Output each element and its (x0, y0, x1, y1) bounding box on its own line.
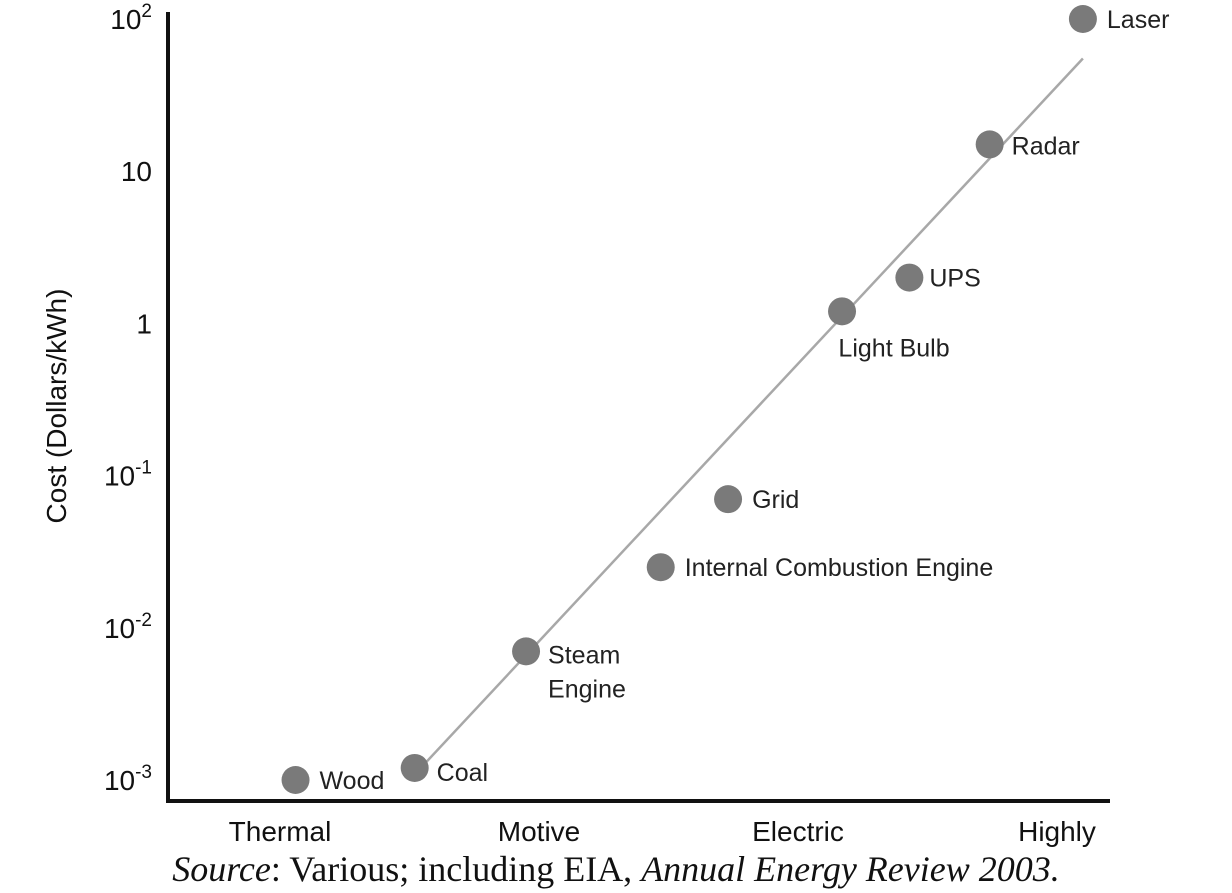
y-tick-label: 10-2 (104, 610, 152, 644)
y-tick-label: 102 (110, 1, 152, 35)
data-point (400, 753, 429, 782)
data-point (512, 637, 541, 666)
x-category-label: Motive (498, 816, 580, 847)
data-point-label: UPS (929, 265, 980, 293)
data-point-label: Grid (752, 486, 799, 514)
data-point-label: Coal (437, 759, 488, 787)
source-title: Annual Energy Review 2003. (641, 849, 1060, 889)
data-point-label: Laser (1107, 6, 1170, 34)
data-point (895, 263, 924, 292)
x-category-label: Highly (1018, 816, 1096, 847)
y-tick-label: 10-1 (104, 458, 152, 492)
data-point (828, 297, 857, 326)
data-point-label: Steam Engine (548, 641, 626, 703)
data-point (646, 553, 675, 582)
data-point-label: Radar (1012, 132, 1080, 160)
data-point-label: Light Bulb (838, 334, 949, 362)
source-note: Source: Various; including EIA, Annual E… (0, 848, 1232, 890)
x-category-label: Thermal (229, 816, 332, 847)
data-point (975, 130, 1004, 159)
data-point (1068, 5, 1097, 33)
x-category-label: Electric (752, 816, 844, 847)
data-point-label: Internal Combustion Engine (685, 554, 994, 582)
source-label: Source (172, 849, 271, 889)
data-point-label: Wood (320, 767, 385, 795)
y-tick-label: 10 (121, 156, 152, 187)
source-text: : Various; including EIA, (270, 849, 642, 889)
y-tick-label: 10-3 (104, 762, 152, 796)
data-point (714, 485, 743, 514)
y-axis-label: Cost (Dollars/kWh) (41, 289, 72, 524)
y-tick-label: 1 (136, 308, 152, 339)
trend-line (408, 57, 1084, 781)
chart: 102 10 1 10-1 10-2 10-3 Cost (Dollars/kWh) Ther… (41, 1, 1170, 847)
data-point (281, 766, 310, 794)
